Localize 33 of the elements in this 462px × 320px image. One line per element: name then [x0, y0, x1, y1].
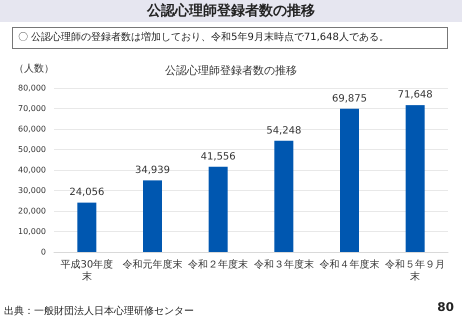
y-tick-label: 70,000 [18, 104, 46, 113]
data-label: 41,556 [200, 151, 236, 162]
bar [274, 140, 294, 252]
data-label: 54,248 [266, 125, 302, 136]
bar [340, 108, 359, 252]
source-note: 出典：一般財団法人日本心理研修センター [4, 304, 194, 318]
y-tick-label: 40,000 [18, 166, 46, 174]
x-tick-label: 令和５年９月末 [385, 258, 446, 282]
x-tick-label: 令和４年度末 [320, 258, 380, 270]
text: 80 [437, 300, 454, 314]
y-tick-label: 60,000 [18, 124, 46, 134]
y-tick-label: 30,000 [18, 186, 46, 195]
chart-title: 公認心理師登録者数の推移 [0, 0, 462, 22]
x-tick-label: 令和２年度末 [188, 258, 248, 270]
y-tick-label: 0 [40, 248, 46, 256]
data-label: 69,875 [332, 93, 367, 104]
bar [77, 202, 96, 252]
data-label: 34,939 [135, 164, 170, 176]
bar [406, 105, 425, 252]
y-tick-label: 80,000 [18, 84, 46, 92]
bar [208, 166, 228, 252]
data-label: 24,056 [69, 187, 104, 198]
bar [143, 180, 162, 252]
y-tick-label: 50,000 [18, 145, 46, 154]
x-tick-label: 令和元年度末 [122, 258, 182, 270]
data-label: 71,648 [398, 90, 433, 101]
y-tick-label: 20,000 [18, 206, 46, 216]
y-axis-title: （人数） [14, 64, 54, 74]
chart-subtitle: 〇 公認心理師の登録者数は増加しており、令和5年9月末時点で71,648人である。 [12, 27, 448, 49]
x-tick-label: 令和３年度末 [254, 258, 314, 270]
text: 公認心理師登録者数の推移 [165, 64, 297, 77]
y-tick-label: 10,000 [18, 227, 46, 236]
x-tick-label: 平成30年度末 [60, 258, 114, 282]
